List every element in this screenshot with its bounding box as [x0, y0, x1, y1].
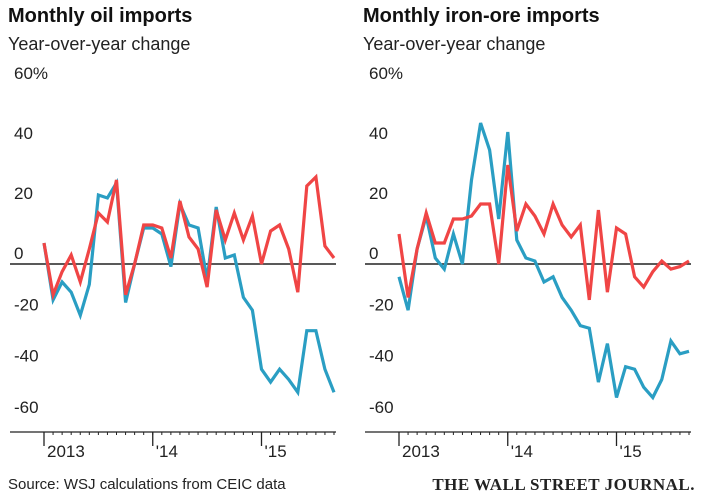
- publisher-credit: THE WALL STREET JOURNAL.: [432, 475, 695, 494]
- source-note: Source: WSJ calculations from CEIC data: [8, 476, 286, 493]
- y-tick-label: 0: [369, 244, 378, 263]
- y-tick-label: 60%: [14, 64, 48, 83]
- chart-title: Monthly oil imports: [8, 5, 193, 27]
- y-tick-label: 20: [369, 184, 388, 203]
- x-tick-label: '14: [156, 442, 178, 461]
- x-tick-label: 2013: [402, 442, 440, 461]
- y-tick-label: -40: [14, 347, 39, 366]
- y-tick-label: -20: [14, 295, 39, 314]
- chart-subtitle: Year-over-year change: [8, 34, 191, 54]
- series-line-red: [397, 164, 690, 301]
- chart-plot-oil: 60% 40 20 0 -20 -40 -60 2013 '14 '15: [10, 64, 336, 461]
- y-tick-label: 20: [14, 184, 33, 203]
- y-tick-label: -60: [369, 398, 394, 417]
- x-tick-label: '14: [511, 442, 533, 461]
- chart-panel-iron-ore: Monthly iron-ore imports Year-over-year …: [355, 0, 700, 461]
- series-line-blue: [397, 122, 690, 401]
- y-tick-label: 60%: [369, 64, 403, 83]
- x-tick-label: '15: [265, 442, 287, 461]
- y-tick-label: -40: [369, 347, 394, 366]
- y-tick-label: -60: [14, 398, 39, 417]
- y-tick-label: -20: [369, 295, 394, 314]
- y-tick-label: 40: [14, 124, 33, 143]
- y-tick-label: 40: [369, 124, 388, 143]
- chart-title: Monthly iron-ore imports: [363, 5, 600, 27]
- series-line-blue: [42, 177, 336, 397]
- x-tick-label: 2013: [47, 442, 85, 461]
- chart-panel-oil: Monthly oil imports Year-over-year chang…: [0, 0, 345, 461]
- chart-plot-iron-ore: 60% 40 20 0 -20 -40 -60 2013 '14 '15: [365, 64, 691, 461]
- series-line-red: [42, 173, 336, 301]
- x-tick-label: '15: [620, 442, 642, 461]
- y-tick-label: 0: [14, 244, 23, 263]
- chart-subtitle: Year-over-year change: [363, 34, 546, 54]
